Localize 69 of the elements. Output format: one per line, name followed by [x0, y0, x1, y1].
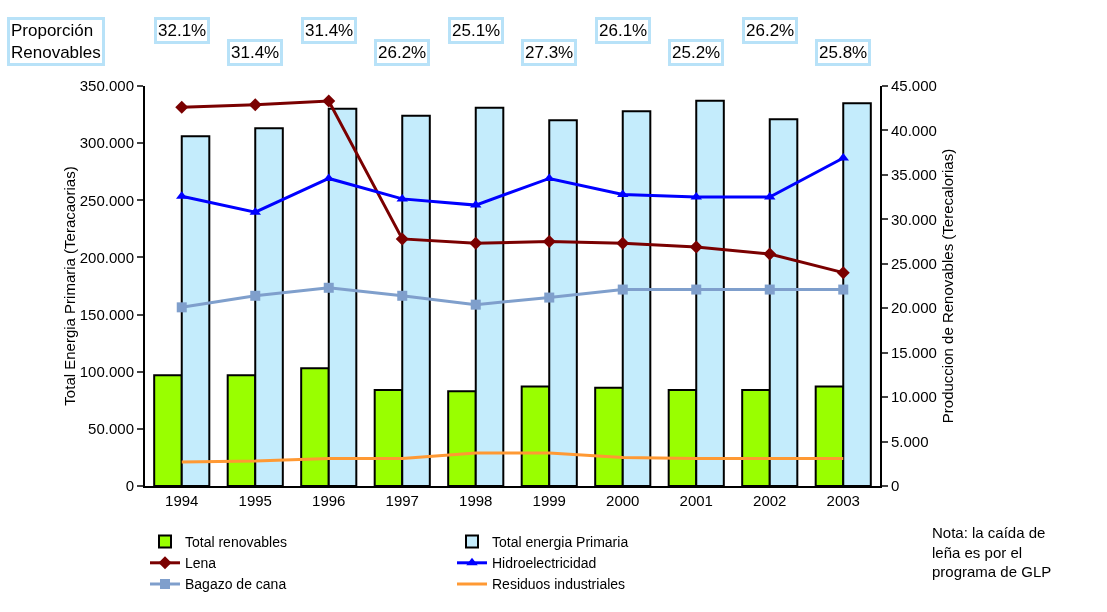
y-tick-label: 50.000 — [88, 420, 134, 438]
text: 26.2% — [378, 43, 427, 62]
y-axis-title: Total Energia Primaria (Teracaorias) — [60, 166, 78, 406]
y2-tick-label: 20.000 — [891, 299, 937, 317]
legend-label: Total renovables — [185, 534, 287, 551]
legend-label: Hidroelectricidad — [492, 555, 597, 572]
x-tick-label: 1995 — [238, 492, 272, 509]
point — [176, 302, 187, 313]
y-tick-label: 0 — [125, 477, 134, 495]
point — [248, 98, 262, 112]
text: Proporción Renovables — [11, 21, 101, 63]
y-tick-label: 350.000 — [79, 77, 134, 95]
y2-tick-label: 10.000 — [891, 388, 937, 406]
y2-tick-label: 0 — [891, 477, 900, 495]
y2-axis-title: Produccion de Renovables (Terecalorias) — [938, 148, 956, 424]
x-tick-label: 1999 — [532, 492, 566, 509]
text: 26.1% — [599, 21, 648, 40]
y-tick-label: 100.000 — [79, 362, 134, 380]
point — [322, 94, 336, 108]
text: 25.8% — [819, 43, 868, 62]
y-tick-label: 300.000 — [79, 134, 134, 152]
point — [175, 100, 189, 114]
text: 31.4% — [305, 21, 354, 40]
y2-tick-label: 5.000 — [891, 432, 929, 450]
y2-tick-label: 40.000 — [891, 121, 937, 139]
point — [542, 235, 556, 249]
text: 27.3% — [525, 43, 574, 62]
point — [544, 292, 555, 303]
point — [397, 290, 408, 301]
legend-label: Residuos industriales — [492, 576, 626, 593]
point — [836, 266, 850, 280]
point — [617, 284, 628, 295]
point — [470, 299, 481, 310]
x-tick-label: 1996 — [312, 492, 346, 509]
y2-tick-label: 35.000 — [891, 166, 937, 184]
y2-tick-label: 25.000 — [891, 255, 937, 273]
line-series — [180, 451, 845, 464]
point — [691, 284, 702, 295]
y2-tick-label: 30.000 — [891, 210, 937, 228]
y2-tick-label: 45.000 — [891, 77, 937, 95]
y-tick-label: 200.000 — [79, 248, 134, 266]
x-tick-label: 1997 — [385, 492, 419, 509]
x-tick-label: 2000 — [606, 492, 640, 509]
text: 32.1% — [158, 21, 207, 40]
point — [838, 284, 849, 295]
point — [764, 284, 775, 295]
text: 31.4% — [231, 43, 280, 62]
text: 25.2% — [672, 43, 721, 62]
point — [395, 232, 409, 246]
point — [763, 247, 777, 261]
x-tick-label: 2001 — [679, 492, 713, 509]
text: 26.2% — [746, 21, 795, 40]
text: 25.1% — [452, 21, 501, 40]
legend-label: Bagazo de cana — [185, 576, 287, 593]
y-tick-label: 150.000 — [79, 305, 134, 323]
point — [323, 282, 334, 293]
x-tick-label: 2002 — [753, 492, 787, 509]
legend-label: Total energia Primaria — [492, 534, 629, 551]
x-tick-label: 2003 — [826, 492, 860, 509]
point — [250, 290, 261, 301]
legend-label: Lena — [185, 555, 217, 572]
point — [689, 240, 703, 254]
x-tick-label: 1998 — [459, 492, 493, 509]
y2-tick-label: 15.000 — [891, 343, 937, 361]
text: Nota: la caída de leña es por el programa de GLP — [932, 524, 1052, 580]
point — [469, 236, 483, 250]
point — [616, 236, 630, 250]
y-tick-label: 250.000 — [79, 191, 134, 209]
x-tick-label: 1994 — [165, 492, 199, 509]
